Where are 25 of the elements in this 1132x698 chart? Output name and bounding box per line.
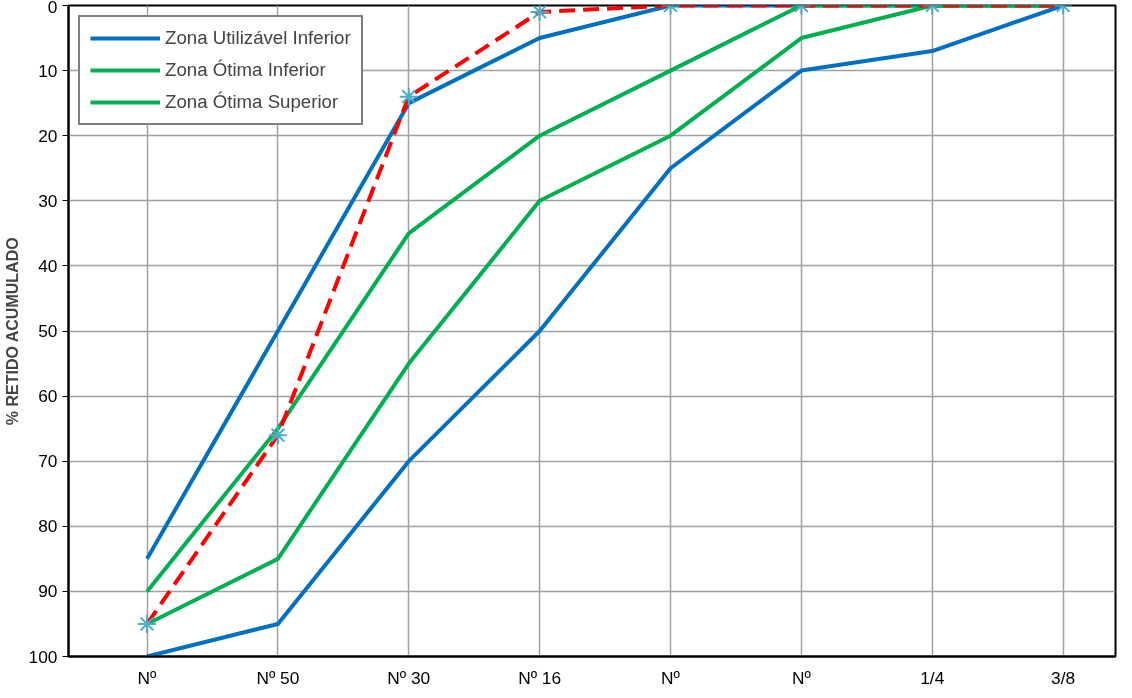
x-tick-label: Nº bbox=[791, 667, 812, 688]
y-tick-label: 90 bbox=[38, 581, 58, 602]
x-tick-label: Nº 16 bbox=[518, 667, 562, 688]
legend-label: Zona Ótima Superior bbox=[165, 91, 339, 113]
y-tick-label: 20 bbox=[38, 125, 58, 146]
legend-label: Zona Ótima Inferior bbox=[165, 59, 326, 81]
y-tick-label: 40 bbox=[38, 255, 58, 276]
x-tick-label: 1/4 bbox=[920, 667, 945, 688]
y-tick-label: 60 bbox=[38, 386, 58, 407]
x-tick-label: Nº 30 bbox=[387, 667, 431, 688]
x-tick-label: Nº bbox=[137, 667, 158, 688]
legend-label: Zona Utilizável Inferior bbox=[165, 27, 351, 49]
y-tick-label: 0 bbox=[47, 0, 58, 17]
x-tick-label: Nº bbox=[661, 667, 681, 688]
y-tick-label: 100 bbox=[28, 646, 58, 667]
y-axis-title: % RETIDO ACUMULADO bbox=[3, 237, 21, 426]
point bbox=[137, 613, 158, 634]
y-tick-label: 10 bbox=[38, 60, 58, 81]
x-tick-label: 3/8 bbox=[1051, 667, 1076, 688]
y-tick-label: 80 bbox=[38, 516, 58, 537]
y-tick-label: 30 bbox=[38, 190, 58, 211]
x-tick-label: Nº 50 bbox=[256, 667, 300, 688]
y-tick-label: 50 bbox=[38, 321, 58, 341]
y-tick-label: 70 bbox=[38, 451, 58, 472]
point bbox=[267, 425, 288, 446]
